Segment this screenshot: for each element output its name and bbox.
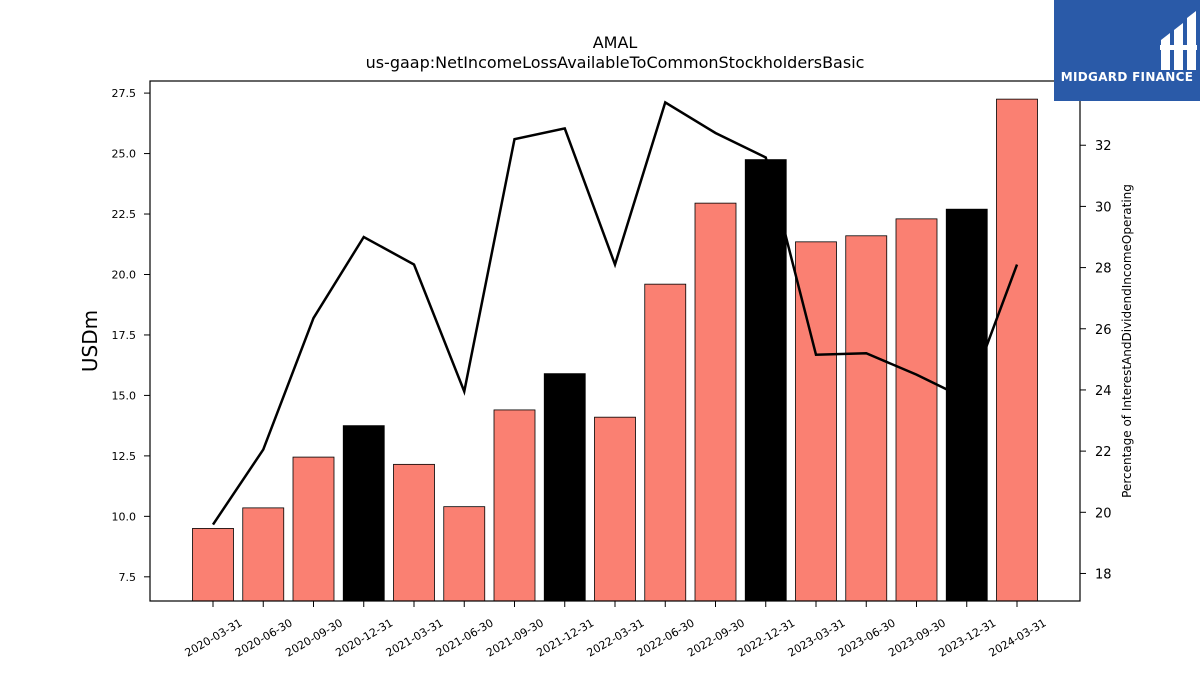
y-axis-left: 7.5 10.0 12.5 15.0 17.5 20.0 22.5 25.0 27.5 <box>112 87 150 584</box>
chart-subtitle: us-gaap:NetIncomeLossAvailableToCommonSt… <box>366 53 865 72</box>
bar-2020-06-30 <box>242 507 285 602</box>
y-tick-label: 12.5 <box>112 450 137 463</box>
bar-2021-09-30 <box>493 409 536 602</box>
y-tick-label: 22.5 <box>112 208 137 221</box>
y2-axis-label: Percentage of InterestAndDividendIncomeO… <box>1120 184 1134 498</box>
bar-2023-09-30 <box>895 218 938 602</box>
bar-2022-09-30 <box>694 202 737 602</box>
x-axis: 2020-03-312020-06-302020-09-302020-12-31… <box>183 601 1049 660</box>
percentage-line <box>211 100 1019 526</box>
midgard-finance-logo: MIDGARD FINANCE <box>1054 0 1200 101</box>
y-tick-label: 15.0 <box>112 389 137 402</box>
y-tick-label: 25.0 <box>112 148 137 161</box>
bar-2023-06-30 <box>845 235 888 602</box>
bar-2020-03-31 <box>192 528 234 602</box>
bar-2021-06-30 <box>443 506 486 602</box>
bar-2023-12-31 <box>945 208 988 602</box>
x-tick-label: 2024-03-31 <box>987 616 1049 659</box>
y-tick-label: 17.5 <box>112 329 137 342</box>
bar-2022-03-31 <box>594 416 636 602</box>
y2-tick-label: 20 <box>1095 506 1112 521</box>
y-axis-label: USDm <box>78 310 102 372</box>
y-tick-label: 20.0 <box>112 268 137 281</box>
y2-tick-label: 32 <box>1095 139 1112 154</box>
bar-2022-06-30 <box>644 283 687 602</box>
chart-title: AMAL <box>593 33 638 52</box>
y2-tick-label: 22 <box>1095 445 1112 460</box>
y-tick-label: 10.0 <box>112 510 137 523</box>
y2-tick-label: 26 <box>1095 323 1112 338</box>
y-tick-label: 7.5 <box>119 571 137 584</box>
y2-tick-label: 30 <box>1095 200 1112 215</box>
bar-series <box>192 98 1038 602</box>
y2-tick-label: 24 <box>1095 384 1112 399</box>
bar-2024-03-31 <box>996 98 1038 602</box>
y-axis-right: 18 20 22 24 26 28 30 32 <box>1080 139 1112 582</box>
y2-tick-label: 18 <box>1095 567 1112 582</box>
bar-2022-12-31 <box>744 159 787 602</box>
logo-text: MIDGARD FINANCE <box>1060 70 1194 84</box>
logo-mark-icon <box>1160 11 1197 70</box>
bar-2021-03-31 <box>393 463 435 602</box>
bar-2021-12-31 <box>543 373 586 602</box>
bar-2020-12-31 <box>342 425 385 602</box>
bar-2020-09-30 <box>292 456 335 602</box>
y2-tick-label: 28 <box>1095 262 1112 277</box>
y-tick-label: 27.5 <box>112 87 137 100</box>
